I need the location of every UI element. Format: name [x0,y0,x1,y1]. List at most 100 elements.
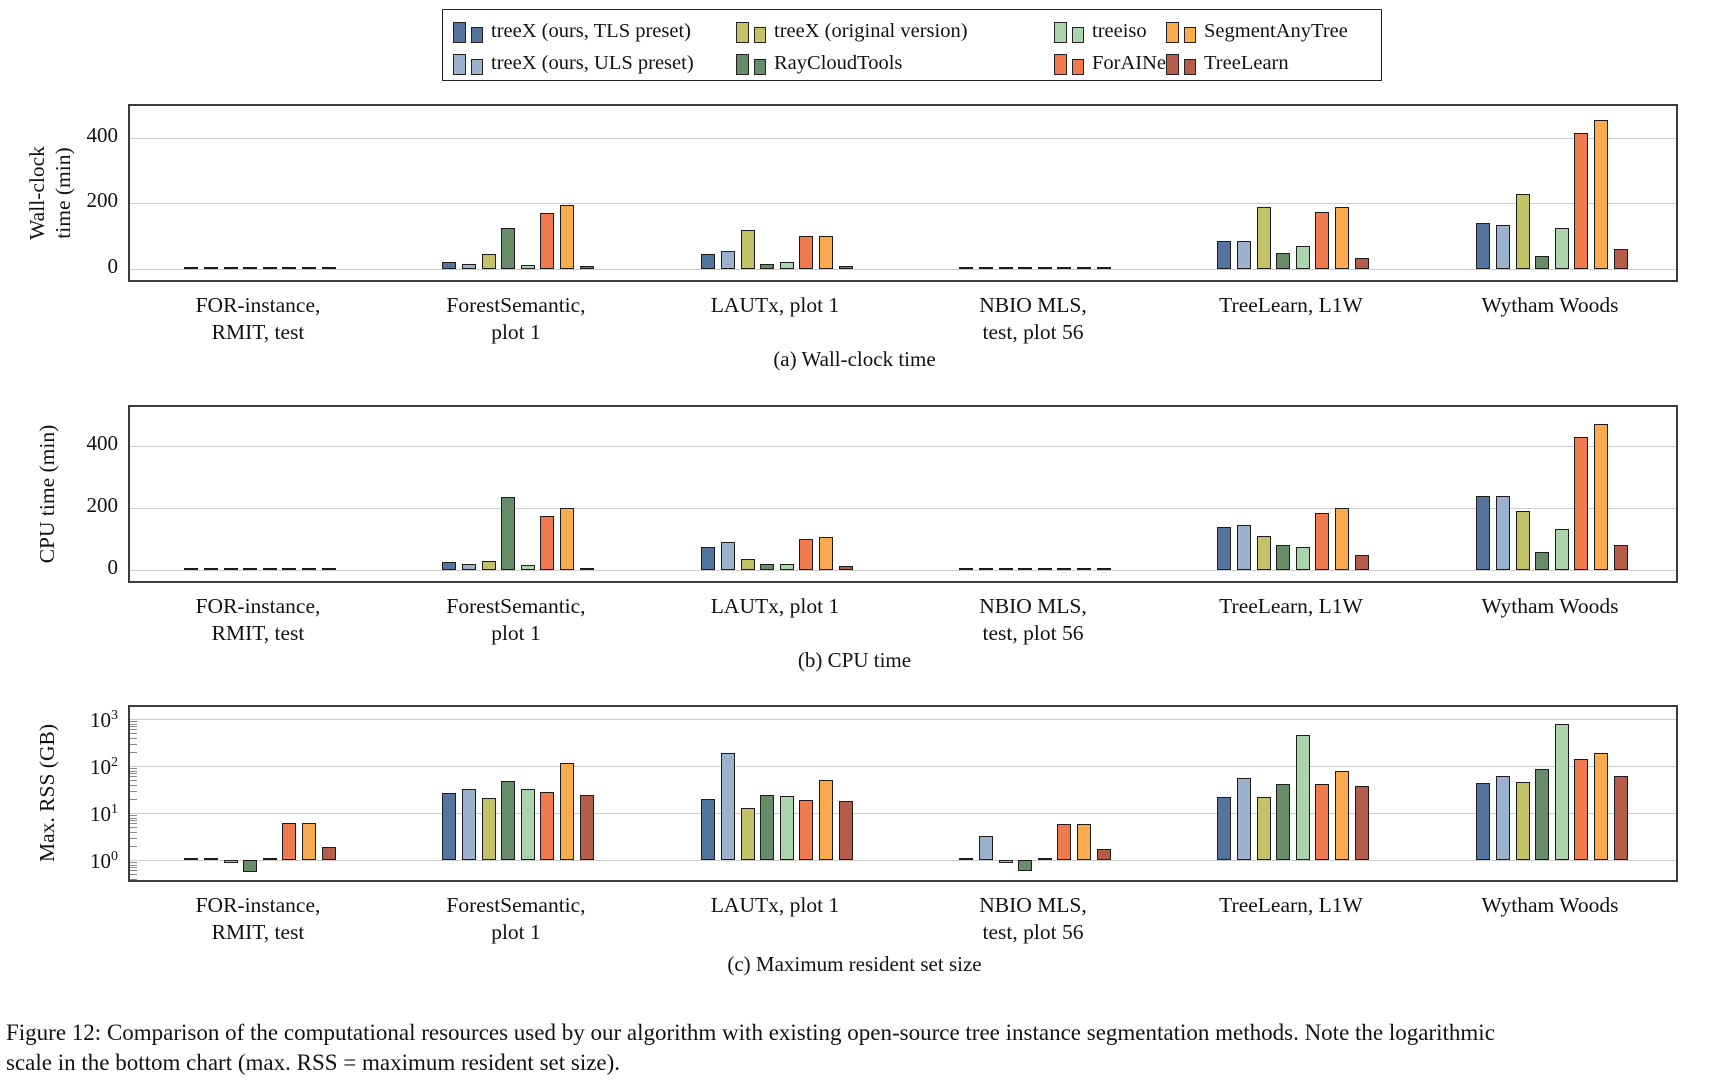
bar [838,265,853,269]
bar [721,250,735,269]
bar [579,266,594,269]
bar [740,807,755,860]
bar [819,537,833,570]
x-category-line: test, plot 56 [982,920,1084,944]
bar [1018,567,1033,570]
bar [1335,206,1349,269]
bar [520,789,535,860]
bar [223,266,238,269]
bar [998,266,1013,269]
minor-tick [130,831,137,833]
bar [1237,525,1251,570]
bar [819,780,833,860]
x-category-label: Wytham Woods [1410,892,1690,919]
x-category-label: TreeLearn, L1W [1151,892,1431,919]
bar [838,566,853,570]
bar [262,857,277,860]
bar [184,857,199,860]
bar [223,860,238,864]
bar [1217,796,1232,860]
x-category-line: NBIO MLS, [979,594,1087,618]
legend-item: ForAINet [1054,49,1172,75]
bar [721,542,735,570]
x-category-line: NBIO MLS, [979,293,1087,317]
x-category-label: TreeLearn, L1W [1151,593,1431,620]
bar [1057,266,1072,269]
bar [1077,824,1091,860]
legend-swatch [736,22,749,43]
legend-label: treeX (ours, TLS preset) [491,20,692,42]
bar [1476,782,1491,860]
bar [1096,567,1111,570]
bar [979,266,993,269]
gridline [130,813,1676,814]
bar [701,798,716,860]
bar [442,793,457,860]
bar [1096,266,1111,269]
bar [540,213,555,269]
bar [1574,132,1589,269]
minor-tick [130,726,137,728]
x-category-line: ForestSemantic, [446,293,586,317]
x-category-line: RMIT, test [211,621,305,645]
y-tick-label: 200 [86,188,119,213]
legend-swatch [736,54,749,75]
minor-tick [130,723,137,725]
bar [1496,224,1510,269]
bar [1496,776,1510,860]
legend-swatch [1184,27,1196,43]
caption-line: Figure 12: Comparison of the computation… [6,1020,1495,1045]
gridline [130,766,1676,767]
bar [740,229,755,269]
bar [799,539,814,570]
bar [321,567,336,570]
legend-swatch [471,27,483,43]
minor-tick [130,798,137,800]
bar [959,266,974,269]
x-category-label: ForestSemantic, plot 1 [376,593,656,647]
bar [204,857,218,860]
minor-tick [130,773,137,775]
bar [1037,567,1052,570]
x-category-line: plot 1 [491,920,541,944]
bar [184,567,199,570]
caption-line: scale in the bottom chart (max. RSS = ma… [6,1050,621,1075]
bar [1574,436,1589,570]
y-axis-label-line: Max. RSS (GB) [35,724,59,862]
y-axis-label-max-rss: Max. RSS (GB) [34,724,60,862]
subcaption-b: (b) CPU time [797,648,912,672]
bar [1217,526,1232,570]
bar [819,236,833,269]
bar [1515,193,1530,269]
chart-cpu-time [128,405,1678,583]
bar [838,801,853,860]
minor-tick [130,870,137,872]
minor-tick [130,827,137,829]
legend-swatch [453,22,466,43]
minor-tick [130,815,137,817]
bar [760,795,775,860]
bar [799,236,814,269]
x-category-line: test, plot 56 [982,621,1084,645]
x-category-line: test, plot 56 [982,320,1084,344]
legend-label: treeiso [1092,20,1147,42]
bar [540,515,555,570]
legend-label: RayCloudTools [774,52,903,74]
x-category-label: ForestSemantic, plot 1 [376,292,656,346]
x-category-line: LAUTx, plot 1 [710,594,840,618]
minor-tick [130,867,137,869]
gridline [130,860,1676,861]
minor-tick [130,776,137,778]
minor-tick [130,878,137,880]
bar [979,835,993,860]
minor-tick [130,790,137,792]
bar [223,567,238,570]
bar [1515,511,1530,570]
bar [959,857,974,860]
bar [481,254,496,269]
bar [243,860,258,873]
y-tick-label: 103 [90,708,118,732]
bar [442,562,457,570]
bar [1554,724,1569,860]
